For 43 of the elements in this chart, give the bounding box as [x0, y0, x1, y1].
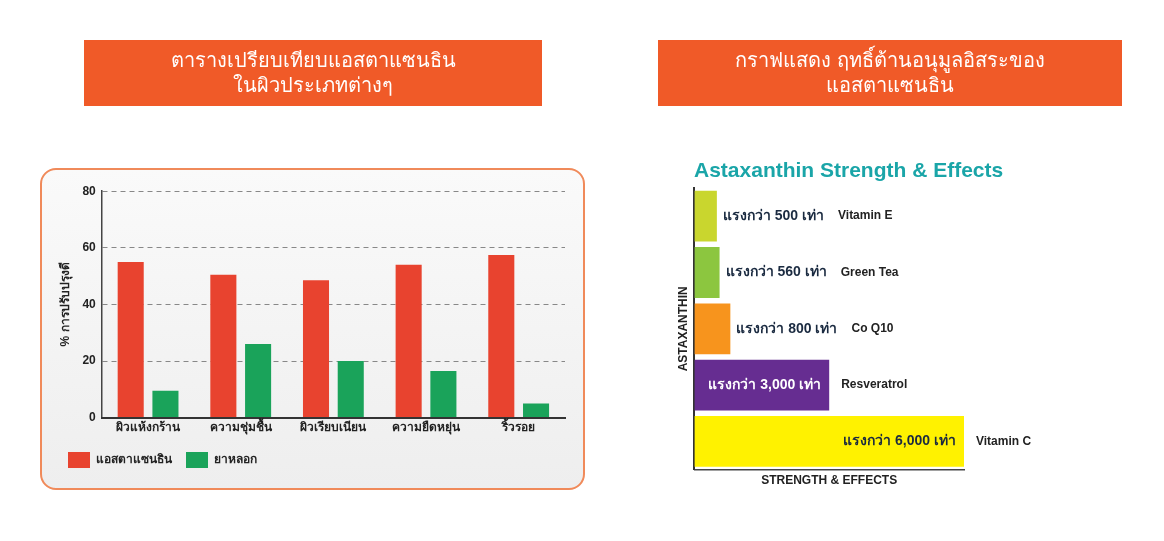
bar [245, 344, 272, 418]
y-axis-title: ASTAXANTHIN [675, 286, 690, 372]
x-tick-label: ผิวเรียบเนียน [300, 420, 368, 435]
bar [395, 264, 422, 418]
y-tick-label: 80 [82, 183, 97, 198]
y-axis-title: % การปรับปรุงดี [57, 262, 73, 347]
category-label: Green Tea [840, 264, 899, 279]
x-tick-label: ความยืดหยุ่น [392, 420, 462, 436]
y-tick-label: 20 [82, 353, 97, 368]
x-axis-title: STRENGTH & EFFECTS [761, 473, 898, 488]
bar [523, 403, 550, 418]
data-label: แรงกว่า 6,000 เท่า [843, 432, 956, 449]
bar [337, 361, 364, 418]
legend-label: แอสตาแซนธิน [96, 452, 173, 467]
bar [210, 274, 237, 418]
data-label: แรงกว่า 3,000 เท่า [708, 375, 822, 392]
bar [694, 190, 717, 242]
chart-title: กราฟแสดง ฤทธิ์ต้านอนุมูลอิสระของ แอสตาแซนธิน [658, 40, 1122, 106]
x-tick-label: ผิวแห้งกร้าน [116, 420, 182, 435]
y-tick-label: 0 [89, 409, 97, 424]
data-label: แรงกว่า 560 เท่า [725, 263, 827, 280]
bar [694, 416, 964, 467]
category-label: Co Q10 [851, 321, 894, 336]
y-tick-label: 40 [82, 296, 97, 311]
bar [430, 370, 457, 418]
chart-subtitle: Astaxanthin Strength & Effects [694, 158, 1005, 182]
category-label: Resveratrol [841, 377, 908, 392]
bar [694, 247, 720, 298]
bar [117, 261, 144, 418]
data-label: แรงกว่า 500 เท่า [722, 207, 825, 224]
bar [488, 254, 515, 418]
x-tick-label: ความชุ่มชื้น [209, 417, 273, 436]
bar [694, 303, 731, 355]
category-label: Vitamin C [976, 433, 1032, 448]
y-tick-label: 60 [82, 240, 97, 255]
bar [152, 390, 179, 418]
x-tick-label: ริ้วรอย [501, 417, 536, 435]
data-label: แรงกว่า 800 เท่า [736, 319, 838, 336]
legend-label: ยาหลอก [214, 452, 257, 467]
category-label: Vitamin E [838, 208, 893, 223]
bar [694, 359, 830, 411]
bar [302, 280, 330, 418]
chart-title: ตารางเปรียบเทียบแอสตาแซนธิน ในผิวประเภทต่างๆ [84, 40, 542, 106]
